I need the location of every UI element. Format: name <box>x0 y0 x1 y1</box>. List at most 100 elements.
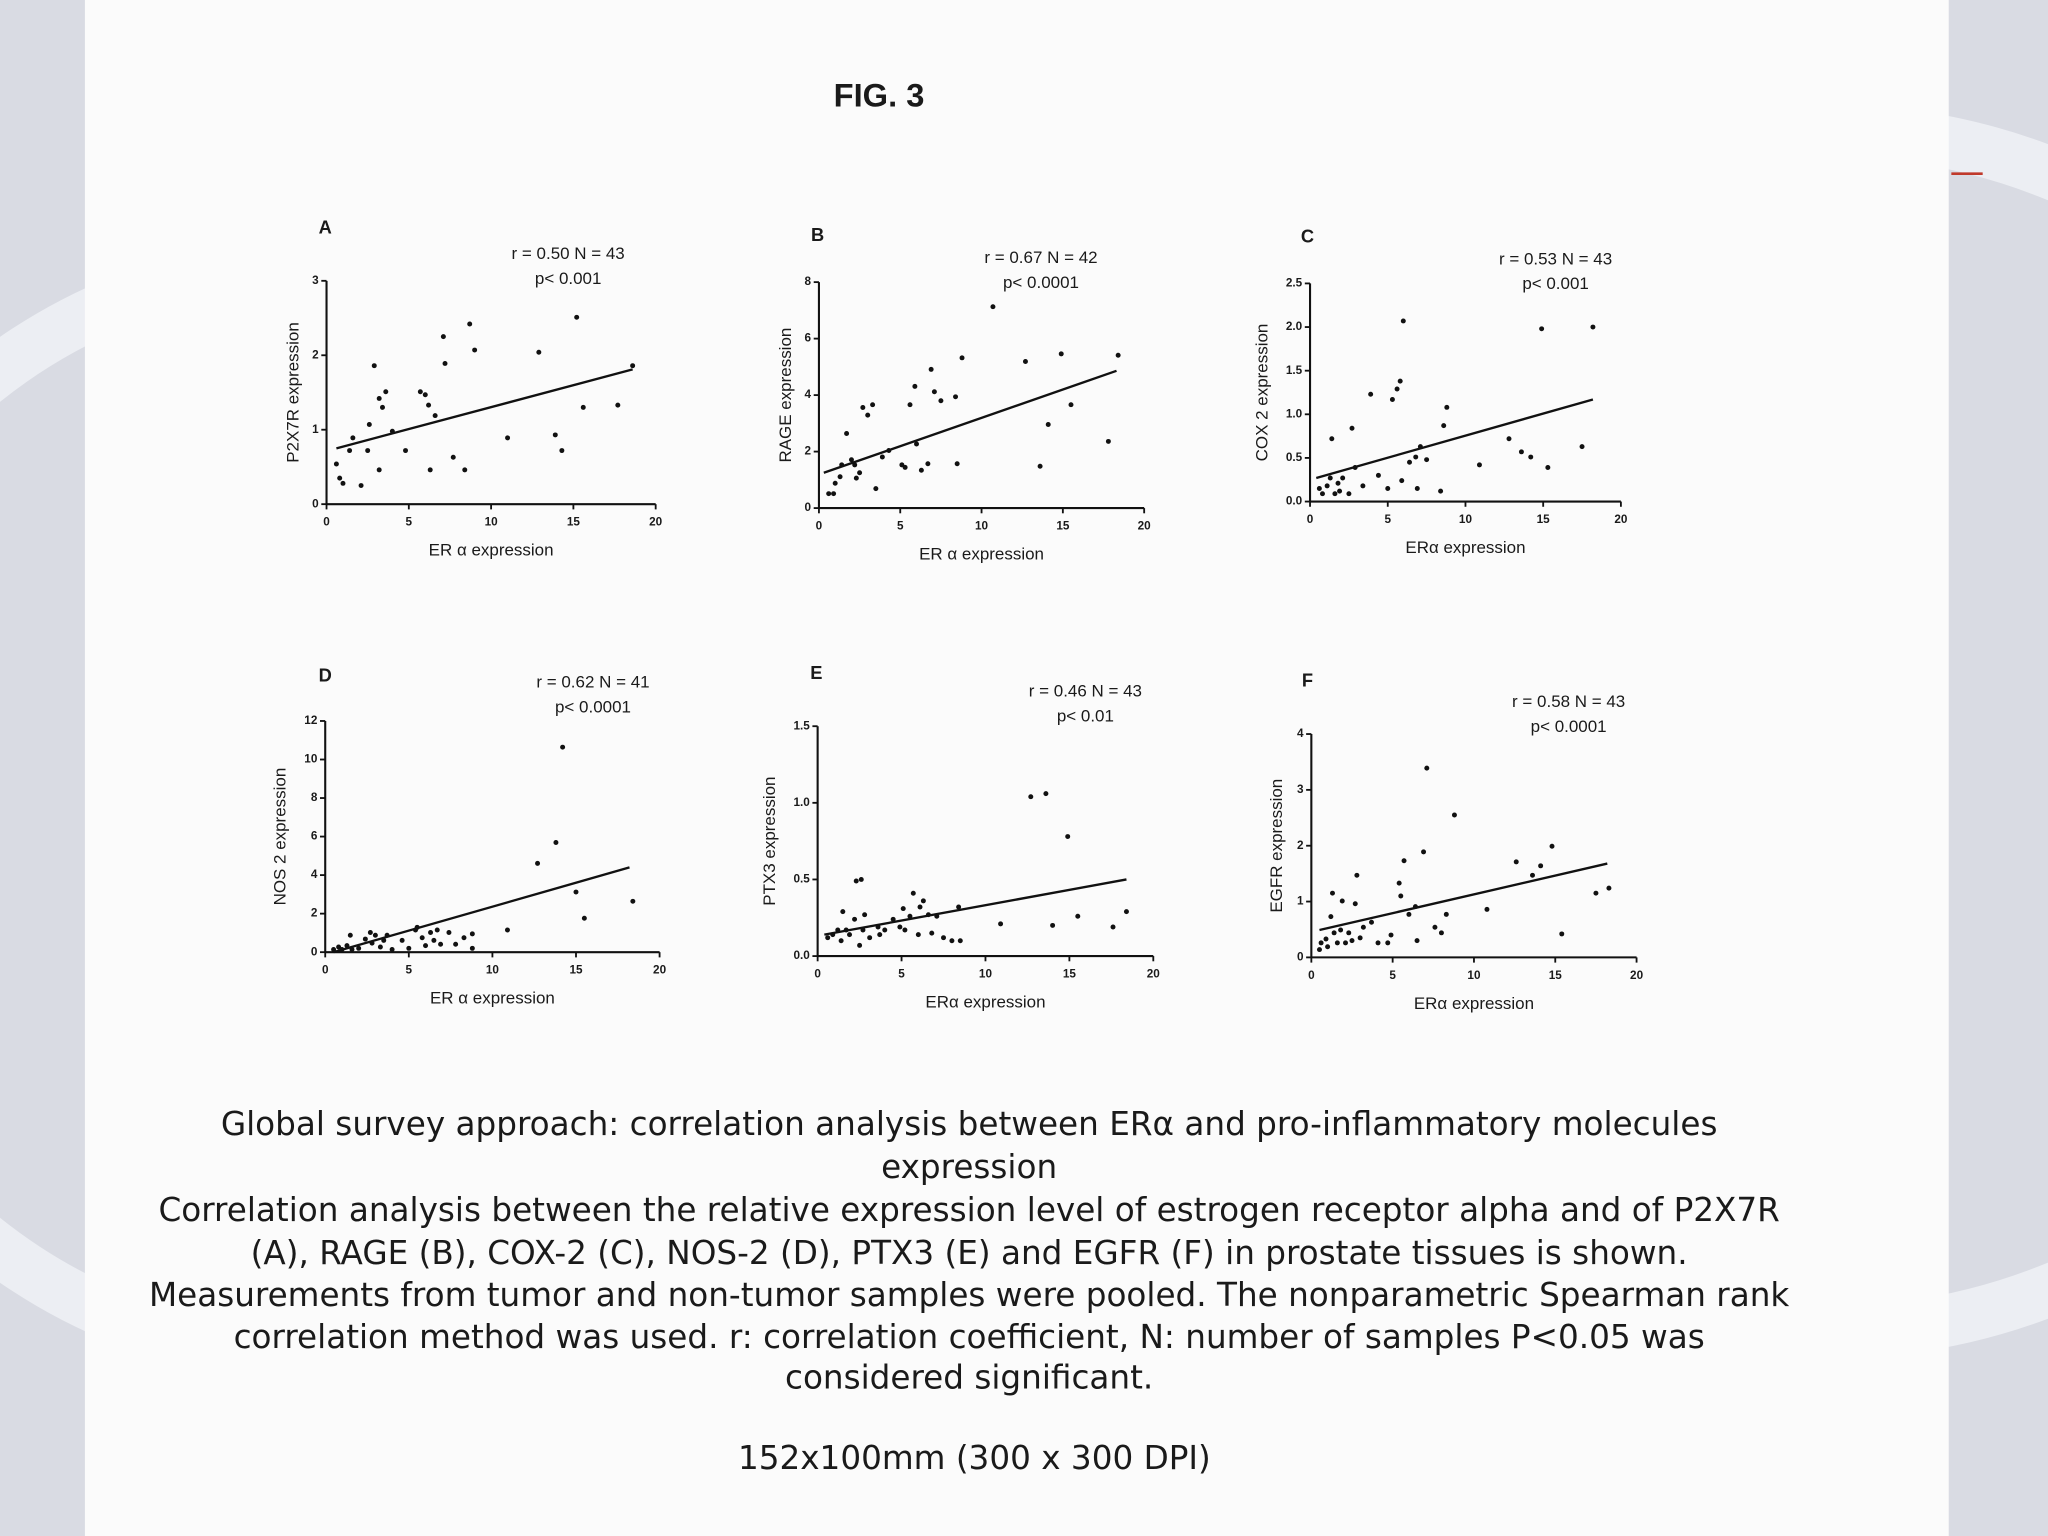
data-point <box>900 906 906 912</box>
data-point <box>580 404 586 410</box>
data-point <box>1513 859 1519 865</box>
x-tick-label: 10 <box>485 516 499 529</box>
y-tick-label: 1.0 <box>1286 407 1303 420</box>
data-point <box>902 927 908 933</box>
x-tick-label: 10 <box>1459 513 1473 526</box>
data-point <box>1360 483 1366 489</box>
data-point <box>1343 940 1348 946</box>
panel-label: A <box>319 216 332 237</box>
x-axis-label: ERα expression <box>1414 994 1534 1013</box>
data-point <box>337 475 343 481</box>
regression-line <box>333 866 630 954</box>
data-point <box>1357 935 1363 941</box>
data-point <box>462 467 468 473</box>
data-point <box>956 904 962 910</box>
data-point <box>865 412 871 418</box>
data-point <box>1432 924 1438 930</box>
data-point <box>371 363 377 369</box>
data-point <box>1484 906 1490 912</box>
regression-line <box>823 369 1117 474</box>
x-tick-label: 10 <box>975 519 989 532</box>
data-point <box>1123 909 1129 915</box>
data-point <box>366 422 372 427</box>
y-tick-label: 0 <box>311 945 318 958</box>
regression-line <box>824 878 1127 936</box>
data-point <box>1476 462 1482 468</box>
y-tick-label: 8 <box>311 791 318 804</box>
data-point <box>1438 930 1444 936</box>
data-point <box>831 491 837 497</box>
data-point <box>377 944 383 950</box>
x-tick-label: 10 <box>979 967 993 980</box>
data-point <box>1590 324 1596 330</box>
figure-title: FIG. 3 <box>834 77 925 114</box>
caption-line: Global survey approach: correlation anal… <box>221 1105 1718 1143</box>
data-point <box>380 404 385 410</box>
data-point <box>1369 919 1374 925</box>
panel-label: D <box>319 664 332 685</box>
data-point <box>1385 485 1391 491</box>
data-point <box>938 398 944 404</box>
data-point <box>383 389 389 395</box>
data-point <box>472 347 478 353</box>
data-point <box>1324 483 1330 489</box>
x-tick-label: 15 <box>1537 513 1551 526</box>
data-point <box>573 889 579 895</box>
x-tick-label: 0 <box>322 964 329 977</box>
data-point <box>920 898 926 904</box>
data-point <box>1323 936 1329 942</box>
data-point <box>365 448 371 454</box>
regression-line <box>1315 398 1594 480</box>
data-point <box>1337 488 1343 494</box>
data-point <box>505 435 511 441</box>
data-point <box>1424 765 1430 771</box>
annotation: p< 0.0001 <box>1531 717 1607 736</box>
data-point <box>340 480 346 486</box>
data-point <box>615 402 621 408</box>
y-tick-label: 1.5 <box>793 719 810 732</box>
data-point <box>1396 880 1402 886</box>
data-point <box>847 932 853 938</box>
data-point <box>1340 475 1346 481</box>
x-axis-label: ER α expression <box>919 545 1044 564</box>
data-point <box>860 405 866 411</box>
y-tick-label: 0 <box>1297 950 1304 963</box>
y-axis-label: EGFR expression <box>1267 779 1286 913</box>
data-point <box>347 932 353 938</box>
y-tick-label: 1 <box>312 423 319 436</box>
data-point <box>1397 378 1403 384</box>
data-point <box>356 945 362 951</box>
data-point <box>1075 913 1081 919</box>
data-point <box>453 941 459 947</box>
y-tick-label: 1.0 <box>793 796 810 809</box>
data-point <box>1330 890 1335 896</box>
data-point <box>918 467 924 473</box>
data-point <box>1360 924 1366 930</box>
y-tick-label: 0.5 <box>1286 451 1303 464</box>
data-point <box>941 935 946 941</box>
document-page <box>84 0 1949 1536</box>
data-point <box>1335 480 1341 486</box>
data-point <box>1339 898 1345 904</box>
y-tick-label: 2.5 <box>1286 277 1303 290</box>
data-point <box>1045 421 1051 427</box>
annotation: r = 0.53 N = 43 <box>1499 249 1612 268</box>
data-point <box>949 938 955 944</box>
data-point <box>907 402 913 408</box>
x-tick-label: 15 <box>569 964 583 977</box>
data-point <box>367 930 373 935</box>
data-point <box>914 441 919 447</box>
data-point <box>853 878 859 884</box>
data-point <box>848 457 854 463</box>
data-point <box>897 924 903 930</box>
data-point <box>1530 872 1535 878</box>
data-point <box>403 448 409 454</box>
x-tick-label: 5 <box>406 964 413 977</box>
annotation: r = 0.58 N = 43 <box>1512 692 1625 711</box>
annotation: r = 0.62 N = 41 <box>536 673 649 692</box>
data-point <box>1441 423 1447 429</box>
data-point <box>1022 359 1028 364</box>
data-point <box>372 932 378 938</box>
data-point <box>1352 901 1358 907</box>
data-point <box>853 475 859 481</box>
